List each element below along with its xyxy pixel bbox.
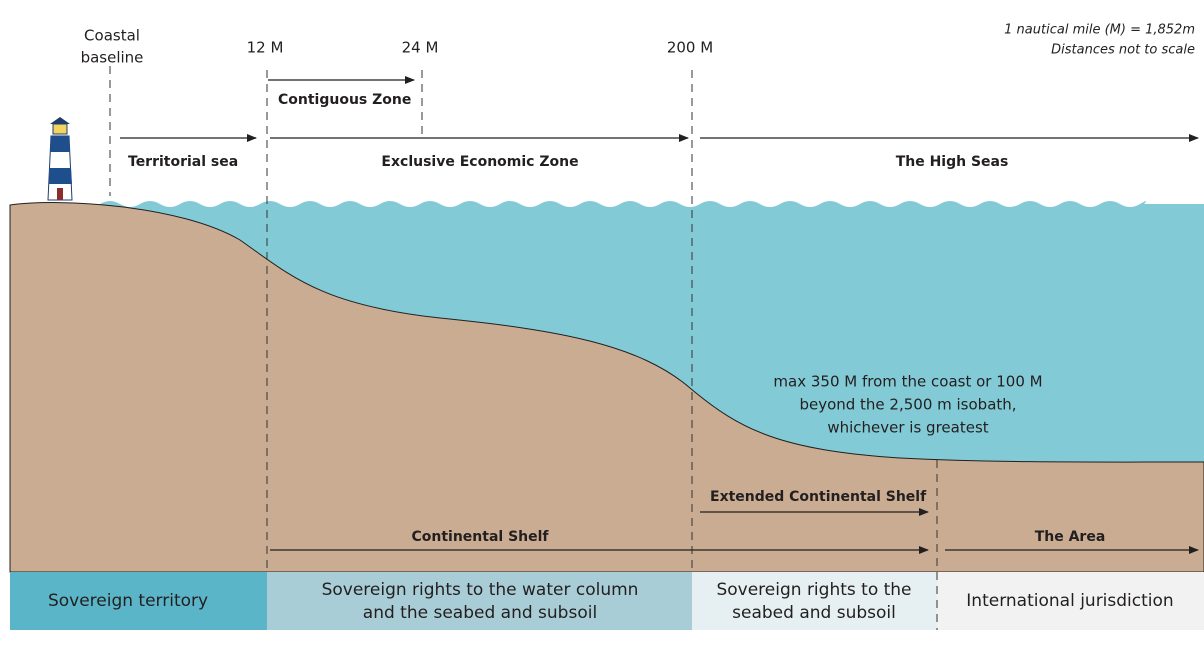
marker-label: 12 M [247, 39, 284, 57]
zone-label: Exclusive Economic Zone [381, 154, 578, 170]
seabed [9, 202, 1204, 573]
box-eez [267, 572, 692, 630]
zone-label: Contiguous Zone [278, 92, 411, 108]
zone-label: Territorial sea [128, 154, 238, 170]
limit-note: beyond the 2,500 m isobath, [799, 396, 1016, 414]
jurisdiction-label: seabed and subsoil [732, 603, 896, 623]
box-sovereign [10, 572, 267, 630]
marker-label: 200 M [667, 39, 713, 57]
zone-label: Continental Shelf [411, 529, 549, 545]
limit-note: whichever is greatest [827, 419, 988, 437]
note: Distances not to scale [1051, 43, 1195, 58]
note: 1 nautical mile (M) = 1,852m [1004, 23, 1195, 38]
jurisdiction-label: Sovereign rights to the [716, 580, 911, 600]
box-area [937, 572, 1204, 630]
marker-label: Coastal [84, 27, 140, 45]
zone-label: The High Seas [896, 154, 1009, 170]
marker-label: baseline [81, 49, 144, 67]
marker-label: 24 M [402, 39, 439, 57]
jurisdiction-label: Sovereign rights to the water column [322, 580, 639, 600]
zone-label: The Area [1035, 529, 1106, 545]
jurisdiction-label: Sovereign territory [48, 591, 208, 611]
zone-label: Extended Continental Shelf [710, 489, 927, 505]
jurisdiction-label: and the seabed and subsoil [363, 603, 597, 623]
lighthouse [47, 117, 73, 201]
jurisdiction-label: International jurisdiction [966, 591, 1173, 611]
box-ecs [692, 572, 937, 630]
limit-note: max 350 M from the coast or 100 M [773, 373, 1042, 391]
